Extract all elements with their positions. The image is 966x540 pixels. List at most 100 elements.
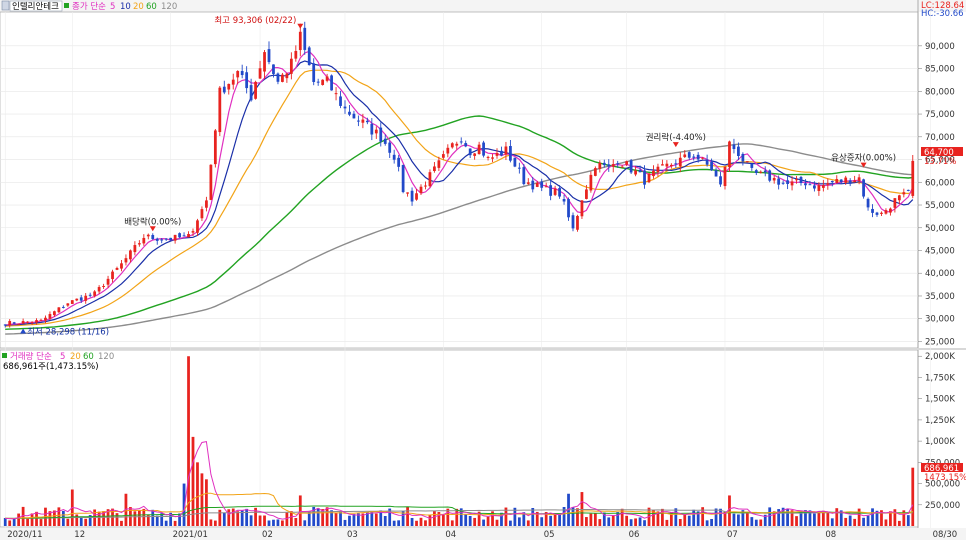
candle-body	[625, 161, 629, 165]
candle-body	[410, 190, 414, 202]
series-toggle-icon[interactable]	[64, 3, 69, 8]
candle-body	[348, 111, 351, 115]
candle-body	[267, 49, 271, 63]
stock-name-box[interactable]	[9, 0, 63, 12]
price-tick-label: 35,000	[925, 292, 955, 302]
volume-bar	[75, 514, 79, 526]
candle-body	[111, 271, 114, 280]
volume-bar	[120, 520, 123, 526]
candle-body	[93, 291, 97, 296]
date-axis-bar	[0, 528, 966, 540]
volume-bar	[759, 519, 763, 526]
volume-bar	[549, 515, 553, 526]
candle-body	[526, 182, 530, 184]
volume-tick-label: 1,000K	[925, 437, 955, 447]
price-tick-label: 25,000	[925, 337, 955, 347]
candle-body	[732, 144, 736, 150]
candle-body	[576, 215, 579, 230]
volume-bar	[656, 511, 660, 526]
volume-bar	[146, 515, 150, 526]
low-label: 최저 28,298 (11/16)	[27, 326, 109, 337]
candle-body	[155, 238, 159, 241]
event-label: 권리락(-4.40%)	[646, 132, 706, 143]
candle-body	[607, 164, 611, 167]
candle-body	[321, 79, 325, 85]
volume-bar	[813, 513, 816, 526]
candle-body	[298, 31, 302, 51]
price-tick-label: 75,000	[925, 110, 955, 120]
candle-body	[678, 157, 682, 167]
volume-bar	[258, 515, 262, 526]
volume-bar	[585, 517, 588, 526]
candle-body	[902, 192, 906, 195]
candle-body	[17, 323, 21, 325]
volume-bar	[464, 514, 468, 526]
vol-ma20-label: 20	[70, 352, 81, 362]
price-tick-label: 55,000	[925, 201, 955, 211]
volume-bar	[571, 507, 575, 526]
stock-name: 인텔리안테크	[12, 1, 59, 12]
candle-body	[330, 75, 333, 91]
candle-body	[710, 161, 713, 171]
date-tick-label: 05	[544, 530, 555, 540]
candle-body	[245, 72, 249, 89]
volume-bar	[397, 520, 401, 526]
candle-body	[361, 119, 365, 123]
volume-bar	[222, 512, 226, 526]
candle-body	[620, 166, 624, 168]
volume-bar	[433, 511, 436, 526]
candle-body	[450, 143, 454, 148]
volume-bar	[562, 507, 566, 526]
volume-bar	[477, 511, 481, 526]
candle-body	[750, 163, 754, 168]
volume-bar	[352, 514, 356, 526]
collapse-icon[interactable]	[1, 0, 10, 11]
volume-pane[interactable]	[0, 349, 919, 528]
candle-body	[875, 212, 879, 215]
volume-bar	[12, 518, 16, 526]
volume-bar	[544, 512, 548, 526]
candle-body	[437, 160, 441, 168]
annotations: 최고 93,306 (02/22) 최저 28,298 (11/16) 배당락(0.…	[20, 15, 896, 337]
volume-bar	[678, 518, 682, 526]
volume-bar	[701, 507, 705, 526]
price-tick-label: 40,000	[925, 269, 955, 279]
volume-bar	[21, 506, 25, 526]
candle-body	[509, 145, 512, 161]
volume-bar	[902, 510, 906, 526]
vol-ma120-label: 120	[98, 352, 114, 362]
date-tick-label: 2020/11	[7, 530, 42, 540]
candle-body	[8, 321, 12, 326]
candle-body	[70, 300, 74, 304]
volume-bar	[719, 508, 722, 526]
volume-bar	[509, 520, 512, 526]
volume-ma-lines	[5, 441, 914, 520]
volume-bar	[687, 515, 691, 526]
candle-body	[455, 143, 459, 146]
candle-body	[763, 170, 767, 173]
volume-bar	[839, 510, 843, 526]
candle-body	[433, 166, 436, 172]
candle-body	[388, 142, 392, 153]
volume-last-label: 686,961주(1,473.15%)	[3, 362, 99, 372]
ma20-label: 20	[133, 2, 144, 12]
volume-toggle-icon[interactable]	[2, 353, 7, 358]
candle-body	[383, 138, 387, 144]
candle-body	[160, 239, 164, 241]
volume-bar	[406, 506, 409, 526]
volume-bar	[446, 508, 450, 526]
candle-body	[540, 181, 544, 188]
candle-body	[53, 311, 56, 316]
pane-splitter[interactable]	[0, 348, 966, 350]
volume-bar	[889, 511, 892, 526]
volume-bar	[231, 508, 235, 526]
price-pane[interactable]	[0, 11, 919, 349]
volume-bar	[357, 513, 360, 526]
candle-body	[795, 179, 798, 181]
volume-bar	[209, 519, 213, 526]
candle-body	[669, 164, 673, 167]
candle-body	[692, 156, 696, 158]
volume-bar	[263, 515, 266, 526]
volume-bar	[781, 507, 785, 526]
